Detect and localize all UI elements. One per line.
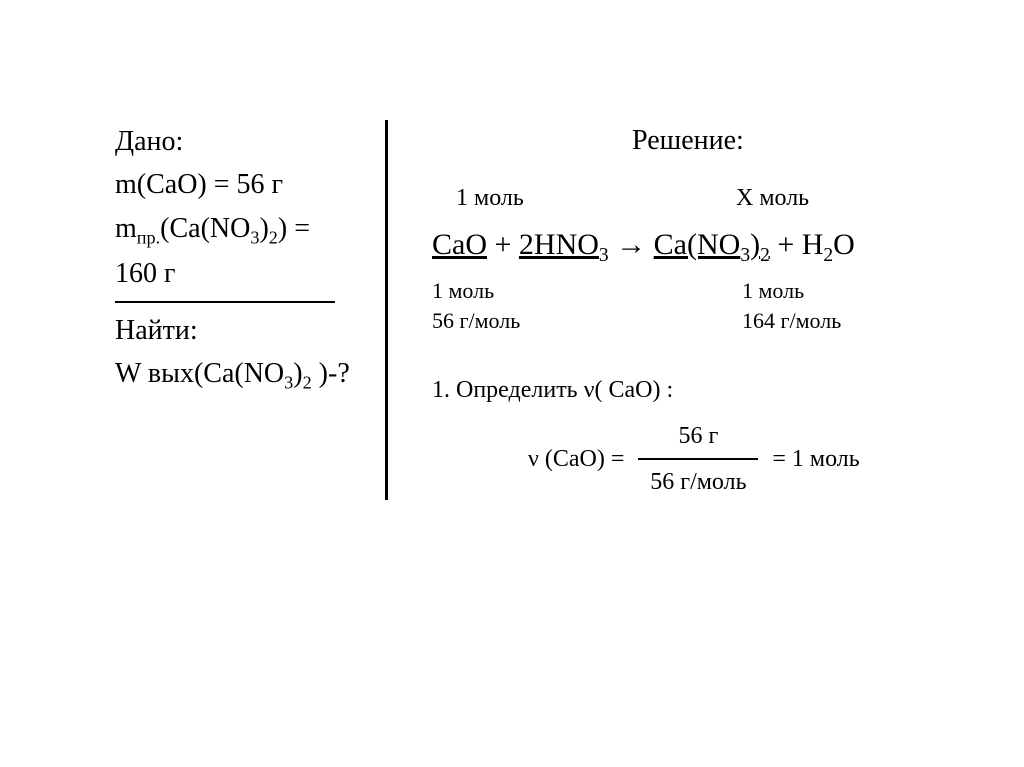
cano32-sub1: 3 <box>740 245 750 266</box>
chemical-equation: CaO + 2HNO3 → Ca(NO3)2 + H2O <box>432 222 1024 270</box>
solution-title: Решение: <box>632 120 1024 162</box>
h2o-pre: + H <box>770 228 824 261</box>
product-h2o: + H2O <box>770 228 855 261</box>
find-pre: W вых(Ca(NO <box>115 358 284 389</box>
solution-column: Решение: 1 моль Х моль CaO + 2HNO3 → Ca(… <box>402 120 1024 500</box>
find-title: Найти: <box>115 309 385 352</box>
fraction-bar <box>638 458 758 460</box>
eq-arrow: → <box>609 228 654 261</box>
under-right-column: 1 моль 164 г/моль <box>742 276 942 335</box>
given-line-1: m(CaO) = 56 г <box>115 163 385 206</box>
equation-under-annotation: 1 моль 56 г/моль 1 моль 164 г/моль <box>432 276 1024 335</box>
under-right-molar-mass: 164 г/моль <box>742 306 942 336</box>
top-annot-right: Х моль <box>736 180 886 216</box>
under-left-column: 1 моль 56 г/моль <box>432 276 632 335</box>
step-1-label: 1. Определить ν( CaO) : <box>432 372 1024 408</box>
cano32-sub2: 2 <box>760 245 770 266</box>
equation-top-annotation: 1 моль Х моль <box>456 180 1024 216</box>
cano3-end: ) = <box>278 213 310 244</box>
nu-rhs: = 1 моль <box>772 441 859 477</box>
find-end: )-? <box>312 358 350 389</box>
h2o-sub: 2 <box>823 245 833 266</box>
mass-cao-value: 56 г <box>237 169 283 200</box>
reagent-cao: CaO <box>432 228 487 261</box>
hno3-sub: 3 <box>599 245 609 266</box>
under-right-mol: 1 моль <box>742 276 942 306</box>
h2o-end: O <box>833 228 855 261</box>
nu-cao-calc: ν (CaO) = 56 г 56 г/моль = 1 моль <box>528 418 1024 500</box>
product-cano32: Ca(NO3)2 <box>654 228 770 261</box>
eq-plus-1: + <box>487 228 519 261</box>
given-divider <box>115 301 335 303</box>
find-sub2: 2 <box>303 373 312 393</box>
under-left-molar-mass: 56 г/моль <box>432 306 632 336</box>
cano3-sub2: 2 <box>269 227 278 247</box>
mass-pr-symbol: m <box>115 213 137 244</box>
problem-page: Дано: m(CaO) = 56 г mпр.(Ca(NO3)2) = 160… <box>0 0 1024 767</box>
mass-cao-label: m(CaO) = <box>115 169 237 200</box>
cano32-pre: Ca(NO <box>654 228 741 261</box>
fraction-denominator: 56 г/моль <box>650 464 746 500</box>
vertical-separator <box>385 120 388 500</box>
top-annot-left: 1 моль <box>456 180 606 216</box>
find-line: W вых(Ca(NO3)2 )-? <box>115 352 385 397</box>
mass-pr-subscript: пр. <box>137 227 160 247</box>
cano3-pre: (Ca(NO <box>160 213 250 244</box>
cano32-mid: ) <box>750 228 760 261</box>
cano3-mid: ) <box>259 213 268 244</box>
reagent-hno3: 2HNO3 <box>519 228 609 261</box>
hno3-text: 2HNO <box>519 228 599 261</box>
find-mid: ) <box>293 358 302 389</box>
given-title: Дано: <box>115 120 385 163</box>
given-line-2a: mпр.(Ca(NO3)2) = <box>115 207 385 252</box>
two-column-layout: Дано: m(CaO) = 56 г mпр.(Ca(NO3)2) = 160… <box>115 120 1024 500</box>
fraction: 56 г 56 г/моль <box>638 418 758 500</box>
under-left-mol: 1 моль <box>432 276 632 306</box>
nu-lhs: ν (CaO) = <box>528 441 624 477</box>
given-line-2b: 160 г <box>115 252 385 295</box>
fraction-numerator: 56 г <box>678 418 718 454</box>
solution-step-1: 1. Определить ν( CaO) : ν (CaO) = 56 г 5… <box>432 372 1024 500</box>
find-sub1: 3 <box>284 373 293 393</box>
given-column: Дано: m(CaO) = 56 г mпр.(Ca(NO3)2) = 160… <box>115 120 385 397</box>
